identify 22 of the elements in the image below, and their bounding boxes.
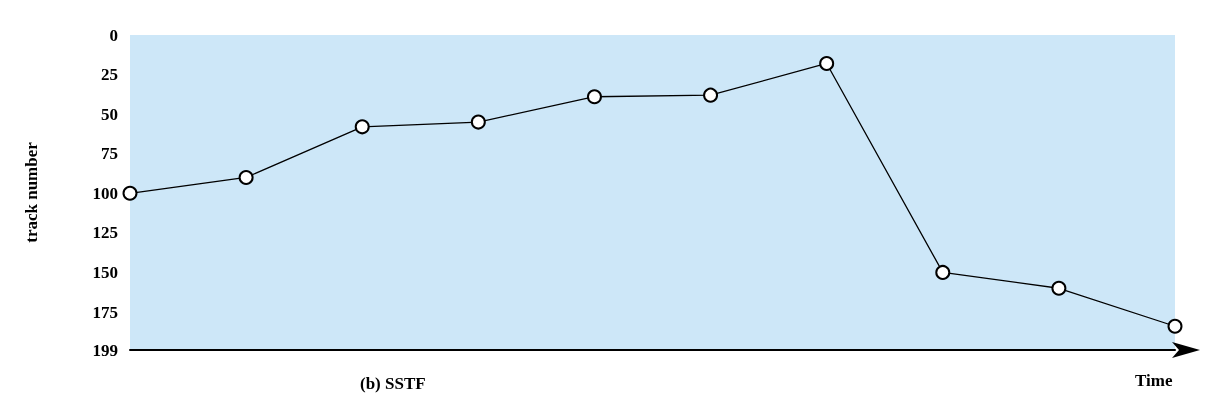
point bbox=[354, 119, 370, 135]
point bbox=[1051, 280, 1067, 296]
y-tick-label: 100 bbox=[92, 183, 118, 203]
point bbox=[238, 169, 254, 185]
point bbox=[586, 89, 602, 105]
point bbox=[1167, 318, 1183, 334]
y-tick-label: 199 bbox=[92, 340, 118, 360]
point bbox=[819, 56, 835, 71]
point bbox=[122, 185, 138, 201]
y-tick-label: 175 bbox=[92, 302, 118, 322]
y-tick-label: 50 bbox=[101, 104, 118, 124]
y-tick-label: 0 bbox=[109, 25, 118, 45]
y-tick-label: 150 bbox=[92, 262, 118, 282]
y-tick-label: 75 bbox=[101, 144, 118, 164]
point bbox=[470, 114, 486, 130]
y-axis-title: track number bbox=[22, 141, 41, 243]
x-axis-title: Time bbox=[1135, 371, 1173, 390]
point bbox=[935, 264, 951, 280]
y-tick-label: 25 bbox=[101, 65, 118, 85]
text: (b) SSTF bbox=[360, 374, 426, 393]
y-tick-label: 125 bbox=[92, 223, 118, 243]
point bbox=[703, 87, 719, 103]
